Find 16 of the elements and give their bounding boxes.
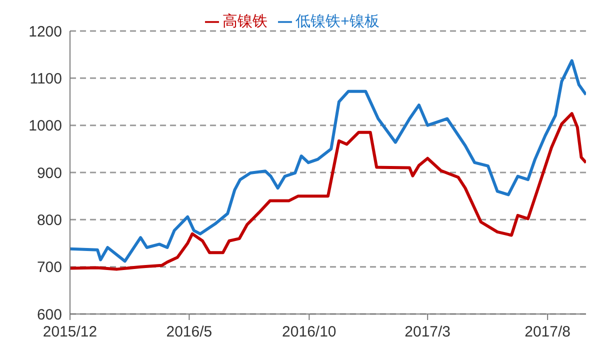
y-tick-label: 800 [36, 212, 62, 229]
y-tick-label: 600 [36, 306, 62, 324]
line-series [70, 112, 586, 271]
legend-label: 高镍铁 [222, 13, 268, 30]
line-series [70, 59, 586, 263]
y-tick-label: 1000 [28, 118, 62, 135]
x-tick-label: 2016/5 [166, 324, 212, 341]
x-tick-label: 2017/8 [524, 324, 571, 341]
x-tick-label: 2016/10 [282, 324, 336, 341]
y-tick-label: 900 [36, 164, 62, 182]
y-tick-label: 1100 [30, 70, 62, 88]
y-tick-label: 700 [36, 259, 62, 276]
x-tick-label: 2015/12 [42, 324, 98, 341]
x-tick-label: 2017/3 [404, 324, 451, 341]
legend-label: 低镍铁+镍板 [296, 13, 380, 30]
y-tick-label: 1200 [28, 23, 62, 40]
